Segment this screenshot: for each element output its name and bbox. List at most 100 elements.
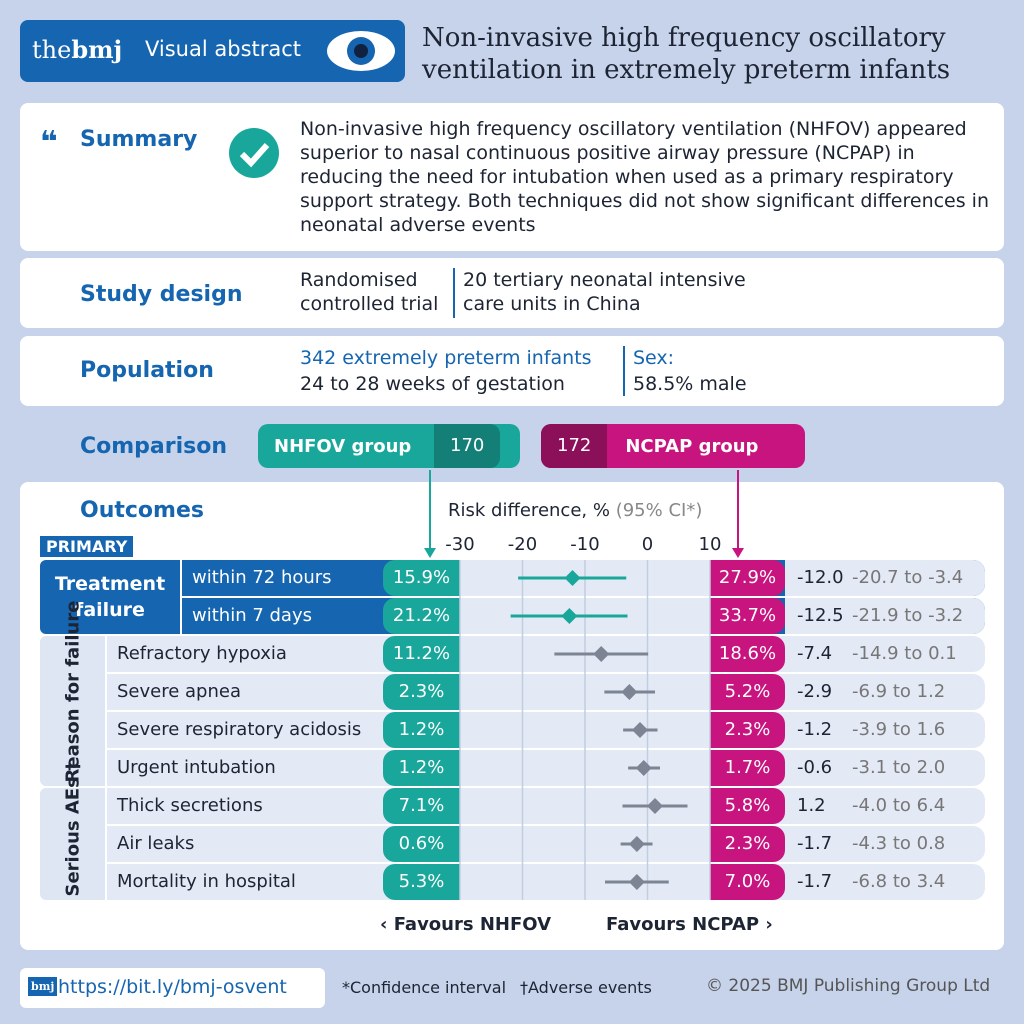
title: Non-invasive high frequency oscillatory …	[422, 23, 951, 85]
group-name: NCPAP group	[625, 435, 759, 457]
nhfov-value: 11.2%	[383, 636, 460, 672]
plot-bg	[460, 712, 710, 748]
design-item: 20 tertiary neonatal intensive care unit…	[463, 269, 746, 315]
nhfov-value: 0.6%	[383, 826, 460, 862]
ci-text: -3.9 to 1.6	[852, 719, 946, 740]
population-label: Population	[80, 358, 214, 383]
population-gestation: 24 to 28 weeks of gestation	[300, 373, 565, 395]
group-box: Reason for failure	[40, 600, 105, 786]
summary-label: Summary	[80, 127, 198, 152]
row-name: within 7 days	[192, 605, 312, 626]
brand: thebmj	[32, 35, 122, 64]
row-name: Refractory hypoxia	[117, 643, 287, 664]
group-label: Reason for failure	[62, 600, 83, 782]
risk-difference: -12.5	[797, 605, 844, 626]
ci-note: (95% CI*)	[615, 500, 703, 521]
plot-bg	[460, 864, 710, 900]
nhfov-value: 5.3%	[383, 864, 460, 900]
divider	[623, 346, 625, 396]
row-name: Severe apnea	[117, 681, 241, 702]
url-box: bmj https://bit.ly/bmj-osvent	[20, 968, 325, 1008]
row-name: Mortality in hospital	[117, 871, 296, 892]
divider	[453, 268, 455, 318]
ci-text: -21.9 to -3.2	[852, 605, 964, 626]
favours-left-text: Favours NHFOV	[393, 914, 552, 935]
plot-bg	[460, 636, 710, 672]
row-name: within 72 hours	[192, 567, 332, 588]
ncpap-value: 2.3%	[710, 826, 785, 862]
favours-right: Favours NCPAP ›	[606, 914, 773, 935]
design-label: Study design	[80, 282, 243, 307]
risk-difference: -1.2	[797, 719, 833, 740]
ci-text: -6.9 to 1.2	[852, 681, 946, 702]
plot-bg	[460, 826, 710, 862]
group-box: Treatment failure	[40, 560, 180, 634]
ncpap-value: 27.9%	[710, 560, 785, 596]
row-name: Thick secretions	[117, 795, 263, 816]
nhfov-value: 2.3%	[383, 674, 460, 710]
nhfov-value: 1.2%	[383, 712, 460, 748]
row-name: Severe respiratory acidosis	[117, 719, 362, 740]
summary-text: Non-invasive high frequency oscillatory …	[300, 118, 990, 236]
row-rest	[785, 560, 985, 596]
risk-difference: -2.9	[797, 681, 833, 702]
risk-difference: -1.7	[797, 833, 833, 854]
eye-icon	[327, 31, 395, 71]
quote-icon: ❝	[40, 125, 58, 160]
ci-text: -6.8 to 3.4	[852, 871, 946, 892]
group-n: 172	[541, 424, 608, 468]
ci-text: -4.3 to 0.8	[852, 833, 946, 854]
nhfov-value: 15.9%	[383, 560, 460, 596]
row-rest	[785, 598, 985, 634]
ci-text: -4.0 to 6.4	[852, 795, 946, 816]
group-name: NHFOV group	[274, 435, 412, 457]
risk-difference: 1.2	[797, 795, 826, 816]
row-name: Urgent intubation	[117, 757, 276, 778]
population-count: 342 extremely preterm infants	[300, 347, 592, 369]
check-icon	[229, 128, 279, 178]
summary-panel: ❝ Summary Non-invasive high frequency os…	[20, 103, 1004, 251]
plot-bg	[460, 750, 710, 786]
plot-bg	[460, 598, 710, 634]
plot-bg	[460, 788, 710, 824]
sex-value: 58.5% male	[633, 373, 747, 395]
axis-title: Risk difference, % (95% CI*)	[448, 500, 702, 521]
nhfov-value: 7.1%	[383, 788, 460, 824]
primary-label: PRIMARY	[40, 536, 134, 557]
sex-label: Sex:	[633, 347, 675, 369]
population-panel: Population 342 extremely preterm infants…	[20, 336, 1004, 406]
ci-text: -14.9 to 0.1	[852, 643, 957, 664]
group-label: Treatment failure	[54, 573, 166, 621]
brand-bmj: bmj	[71, 35, 123, 64]
nhfov-value: 21.2%	[383, 598, 460, 634]
row-name: Air leaks	[117, 833, 195, 854]
brand-the: the	[32, 36, 72, 64]
risk-difference: -0.6	[797, 757, 833, 778]
ci-text: -3.1 to 2.0	[852, 757, 946, 778]
axis-title-text: Risk difference, %	[448, 500, 610, 521]
nhfov-value: 1.2%	[383, 750, 460, 786]
comparison-label: Comparison	[80, 434, 228, 459]
group-box: Serious AEs †	[40, 761, 105, 900]
risk-difference: -7.4	[797, 643, 833, 664]
favours-left: ‹ Favours NHFOV	[380, 914, 552, 935]
tag: Visual abstract	[145, 37, 302, 61]
design-item: Randomised controlled trial	[300, 269, 439, 315]
brand-bar: thebmj Visual abstract	[20, 20, 405, 82]
risk-difference: -12.0	[797, 567, 844, 588]
group-n: 170	[434, 424, 501, 468]
ncpap-value: 7.0%	[710, 864, 785, 900]
design-panel: Study design Randomised controlled trial…	[20, 258, 1004, 328]
ncpap-pill: 172 NCPAP group	[541, 424, 805, 468]
plot-bg	[460, 560, 710, 596]
ncpap-value: 2.3%	[710, 712, 785, 748]
url-link[interactable]: https://bit.ly/bmj-osvent	[58, 976, 287, 998]
ncpap-value: 1.7%	[710, 750, 785, 786]
outcomes-label: Outcomes	[80, 498, 204, 523]
copyright: © 2025 BMJ Publishing Group Ltd	[706, 976, 991, 996]
note-ci: *Confidence interval	[342, 978, 507, 997]
risk-difference: -1.7	[797, 871, 833, 892]
nhfov-pill: NHFOV group 170	[258, 424, 520, 468]
plot-bg	[460, 674, 710, 710]
